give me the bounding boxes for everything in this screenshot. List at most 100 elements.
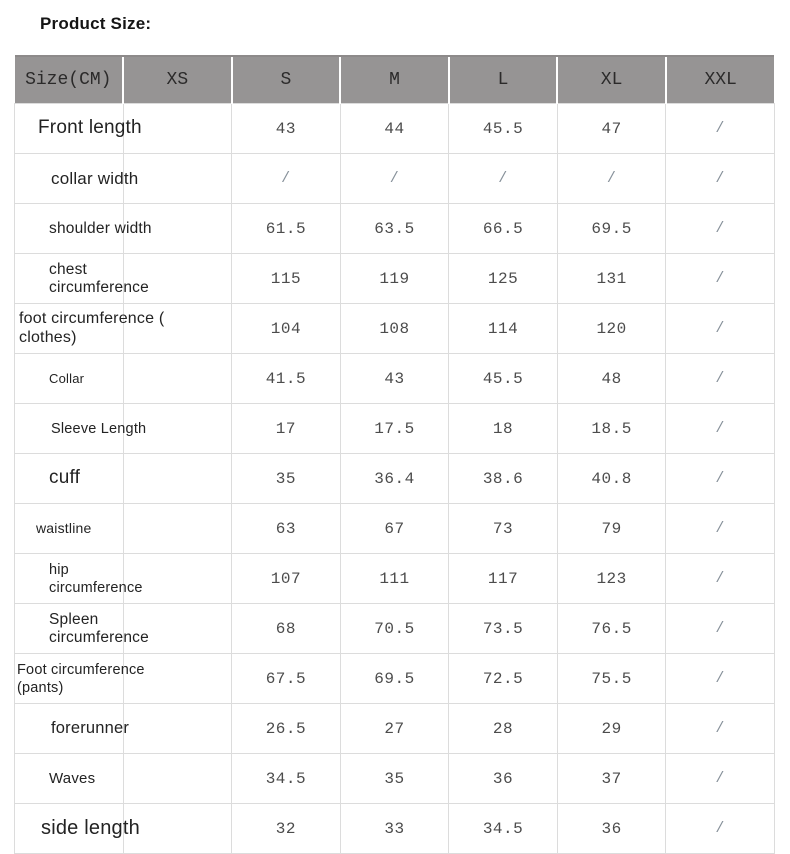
row-label-cell: Waves [13,753,233,804]
row-label: forerunner [51,718,130,737]
value-cell-empty: / [231,153,341,204]
row-label-cell: forerunner [13,703,233,754]
row-label: shoulder width [49,219,152,237]
value-cell-empty: / [665,103,775,154]
value-cell: 44 [339,103,450,154]
column-header-sizecm: Size(CM) [14,55,124,104]
row-label: Sleeve Length [51,420,147,437]
column-header-m: M [339,55,449,104]
size-table-head: Size(CM) XS S M L XL XXL [14,55,775,104]
size-row: foot circumference ( clothes) 104 108 114 12… [13,303,775,354]
value-cell-empty: / [665,353,775,404]
row-label-cell: waistline [13,503,233,554]
value-cell: 114 [448,303,558,354]
value-cell: 28 [448,703,558,754]
value-cell: 73.5 [448,603,558,654]
size-row: Waves 34.5 35 36 37/ [13,753,775,804]
value-cell: 41.5 [231,353,341,404]
value-cell: 27 [339,703,450,754]
header-row: Size(CM) XS S M L XL XXL [14,55,775,104]
value-cell-empty: / [665,553,775,604]
value-cell: 48 [556,353,667,404]
size-row: forerunner 26.5 27 28 29/ [13,703,775,754]
row-label: chest circumference [49,260,149,296]
size-row: Collar 41.5 43 45.5 48/ [13,353,775,404]
row-label-cell: side length [13,803,233,854]
value-cell: 26.5 [231,703,341,754]
row-label-cell: cuff [13,453,233,504]
value-cell: 43 [339,353,450,404]
value-cell: 18.5 [556,403,667,454]
value-cell-empty: / [665,603,775,654]
size-row: Front length 43 44 45.5 47/ [13,103,775,154]
value-cell: 125 [448,253,558,304]
row-label: hip circumference [49,561,143,596]
value-cell: 107 [231,553,341,604]
value-cell: 69.5 [339,653,450,704]
value-cell: 29 [556,703,667,754]
value-cell: 115 [231,253,341,304]
value-cell-empty: / [665,253,775,304]
size-row: Spleen circumference 68 70.5 73.5 76.5/ [13,603,775,654]
size-row: Foot circumference (pants) 67.5 69.5 72.5 75… [13,653,775,704]
row-label-cell: collar width [13,153,233,204]
row-label-cell: Foot circumference (pants) [13,653,233,704]
size-row: shoulder width 61.5 63.5 66.5 69.5/ [13,203,775,254]
value-cell: 120 [556,303,667,354]
row-label: waistline [36,519,92,536]
value-cell: 36 [556,803,667,854]
value-cell-empty: / [665,753,775,804]
value-cell-empty: / [665,703,775,754]
value-cell: 43 [231,103,341,154]
value-cell: 63 [231,503,341,554]
row-label-cell: chest circumference [13,253,233,304]
size-row: waistline 63 67 73 79/ [13,503,775,554]
value-cell: 72.5 [448,653,558,704]
value-cell-empty: / [665,403,775,454]
value-cell: 45.5 [448,353,558,404]
column-header-l: L [447,55,558,104]
row-label: side length [41,816,140,839]
value-cell: 40.8 [556,453,667,504]
row-label-cell: foot circumference ( clothes) [13,303,233,354]
value-cell: 18 [448,403,558,454]
row-label: Spleen circumference [49,610,149,646]
value-cell: 47 [556,103,667,154]
value-cell-empty: / [665,203,775,254]
value-cell: 17.5 [339,403,450,454]
value-cell-empty: / [556,153,667,204]
value-cell: 75.5 [556,653,667,704]
value-cell: 104 [231,303,341,354]
value-cell: 63.5 [339,203,450,254]
value-cell: 66.5 [448,203,558,254]
row-label-cell: Sleeve Length [13,403,233,454]
size-row: chest circumference 115 119 125 131/ [13,253,775,304]
column-header-xxl: XXL [664,55,775,104]
value-cell-empty: / [448,153,558,204]
value-cell: 32 [231,803,341,854]
value-cell: 17 [231,403,341,454]
value-cell: 34.5 [448,803,558,854]
column-header-xs: XS [122,55,232,104]
row-label: Foot circumference (pants) [17,661,145,696]
value-cell: 36.4 [339,453,450,504]
row-label-cell: shoulder width [13,203,233,254]
value-cell: 68 [231,603,341,654]
value-cell: 33 [339,803,450,854]
row-label-cell: Collar [13,353,233,404]
value-cell: 131 [556,253,667,304]
size-row: cuff 35 36.4 38.6 40.8/ [13,453,775,504]
value-cell: 35 [339,753,450,804]
value-cell: 61.5 [231,203,341,254]
value-cell: 35 [231,453,341,504]
row-label: Waves [49,769,96,787]
value-cell: 67 [339,503,450,554]
value-cell: 108 [339,303,450,354]
row-label: Front length [38,117,142,139]
size-row: collar width / / / / / [13,153,775,204]
row-label: foot circumference ( clothes) [19,309,165,346]
value-cell-empty: / [665,653,775,704]
value-cell: 79 [556,503,667,554]
value-cell: 117 [448,553,558,604]
value-cell: 67.5 [231,653,341,704]
